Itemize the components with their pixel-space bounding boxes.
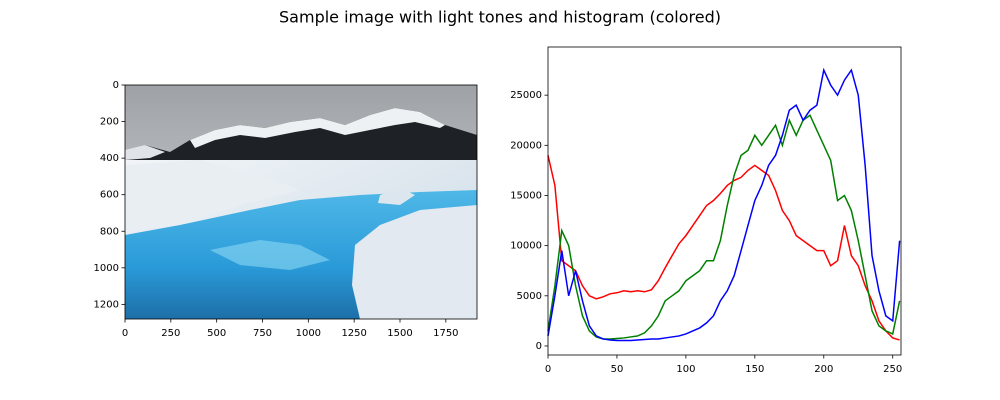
y-tick-label: 1200 [94,299,119,310]
histogram-line [547,67,901,342]
y-tick-label: 800 [100,226,119,237]
x-tick-label: 1750 [433,328,458,339]
y-tick-label: 15000 [510,190,542,201]
x-tick-label: 50 [611,364,624,375]
x-tick-label: 100 [676,364,695,375]
x-tick-label: 200 [814,364,833,375]
y-tick-label: 10000 [510,241,542,252]
axes-frame [547,46,902,356]
histogram-line [547,114,901,340]
x-tick-label: 1000 [296,328,321,339]
axes-frame [124,84,478,320]
y-tick-label: 0 [536,341,542,352]
x-tick-label: 0 [545,364,551,375]
x-tick-label: 1250 [341,328,366,339]
photo [125,85,477,319]
y-tick-label: 5000 [517,291,542,302]
y-tick-label: 0 [113,80,119,91]
figure-title: Sample image with light tones and histog… [279,8,721,27]
y-tick-label: 400 [100,153,119,164]
x-tick-label: 750 [253,328,272,339]
x-tick-label: 0 [122,328,128,339]
x-tick-label: 500 [207,328,226,339]
y-tick-label: 25000 [510,90,542,101]
histogram-line [547,155,900,341]
y-tick-label: 200 [100,117,119,128]
y-tick-label: 20000 [510,140,542,151]
y-tick-label: 600 [100,190,119,201]
x-tick-label: 1500 [387,328,412,339]
x-tick-label: 250 [161,328,180,339]
y-tick-label: 1000 [94,263,119,274]
x-tick-label: 250 [883,364,902,375]
x-tick-label: 150 [745,364,764,375]
